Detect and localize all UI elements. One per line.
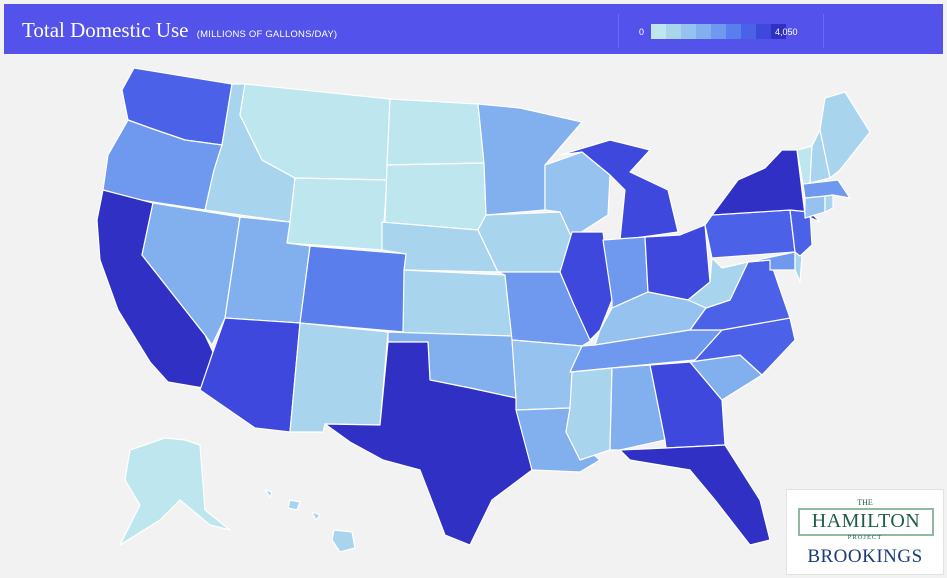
legend-swatch-4 <box>711 24 726 39</box>
legend: 0 4,050 <box>618 14 824 48</box>
logo-brookings: BROOKINGS <box>807 546 923 567</box>
state-kansas[interactable] <box>402 269 513 337</box>
logo-hamilton-frame: HAMILTON <box>798 508 934 536</box>
state-north-carolina[interactable] <box>689 317 796 376</box>
state-michigan[interactable] <box>559 139 679 241</box>
legend-min-label: 0 <box>639 27 645 37</box>
map-title: Total Domestic Use (MILLIONS OF GALLONS/… <box>22 18 337 43</box>
legend-color-scale <box>651 24 786 39</box>
legend-max-label: 4,050 <box>775 27 798 37</box>
state-hawaii[interactable] <box>264 489 356 553</box>
title-units: (MILLIONS OF GALLONS/DAY) <box>196 29 338 40</box>
legend-swatch-0 <box>651 24 666 39</box>
state-rhode-island[interactable] <box>824 194 834 213</box>
state-delaware[interactable] <box>794 251 803 283</box>
state-colorado[interactable] <box>299 245 409 333</box>
state-texas[interactable] <box>324 341 533 546</box>
state-connecticut[interactable] <box>804 195 826 219</box>
state-florida[interactable] <box>619 444 771 546</box>
legend-swatch-3 <box>696 24 711 39</box>
logo-hamilton: HAMILTON <box>811 510 921 532</box>
state-maine[interactable] <box>819 91 871 179</box>
state-south-dakota[interactable] <box>384 162 487 231</box>
legend-swatch-8 <box>771 24 786 39</box>
legend-swatch-1 <box>666 24 681 39</box>
state-new-york[interactable] <box>711 149 821 223</box>
state-massachusetts[interactable] <box>802 179 851 199</box>
logo-project: PROJECT <box>847 534 883 541</box>
state-pennsylvania[interactable] <box>704 209 796 259</box>
hamilton-brookings-logo: THE HAMILTON PROJECT BROOKINGS <box>786 489 944 575</box>
state-wyoming[interactable] <box>286 177 388 251</box>
us-choropleth-map <box>96 67 871 553</box>
state-west-virginia[interactable] <box>687 257 749 309</box>
legend-swatch-6 <box>741 24 756 39</box>
state-maryland[interactable] <box>747 251 796 271</box>
state-north-dakota[interactable] <box>386 98 485 166</box>
logo-the: THE <box>857 498 873 507</box>
state-ohio[interactable] <box>644 224 711 301</box>
legend-swatch-5 <box>726 24 741 39</box>
title-text: Total Domestic Use <box>22 18 189 42</box>
legend-swatch-2 <box>681 24 696 39</box>
state-alaska[interactable] <box>119 437 231 546</box>
state-new-mexico[interactable] <box>289 322 389 433</box>
legend-swatch-7 <box>756 24 771 39</box>
state-mississippi[interactable] <box>565 367 613 461</box>
state-alabama[interactable] <box>609 364 666 451</box>
header-bar: Total Domestic Use (MILLIONS OF GALLONS/… <box>4 4 943 54</box>
